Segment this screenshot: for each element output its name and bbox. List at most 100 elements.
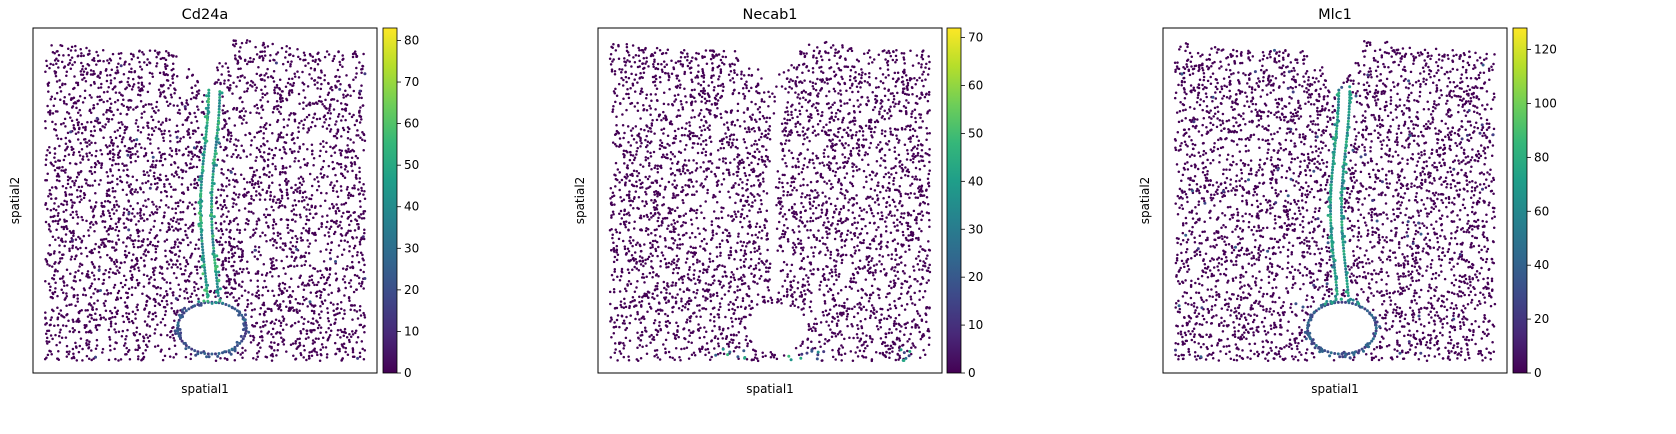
scatter-point (846, 298, 849, 301)
scatter-point (899, 194, 903, 198)
scatter-point (157, 127, 161, 131)
scatter-point (351, 169, 354, 173)
scatter-point (100, 204, 103, 207)
scatter-point (193, 247, 197, 251)
scatter-point (646, 310, 649, 313)
scatter-point (232, 106, 236, 110)
scatter-point (69, 213, 72, 217)
scatter-point (351, 350, 355, 354)
scatter-point (255, 146, 259, 150)
scatter-point (128, 138, 132, 141)
scatter-point (72, 126, 76, 130)
scatter-point (160, 221, 164, 225)
scatter-point (759, 210, 762, 214)
scatter-point (103, 126, 106, 129)
scatter-point (200, 133, 204, 136)
scatter-point (288, 300, 292, 303)
scatter-point (315, 351, 318, 354)
scatter-point (251, 175, 255, 179)
scatter-point (193, 207, 196, 210)
scatter-point (266, 165, 270, 168)
scatter-point (217, 188, 220, 192)
scatter-point (149, 240, 152, 244)
scatter-point (72, 87, 75, 91)
scatter-point (58, 331, 62, 334)
scatter-point (227, 70, 230, 73)
scatter-point (161, 317, 165, 321)
scatter-point (85, 179, 88, 182)
scatter-point (233, 278, 236, 281)
scatter-point (225, 286, 228, 290)
scatter-point (169, 330, 172, 334)
scatter-point (362, 193, 365, 196)
scatter-point (349, 229, 352, 233)
scatter-point (258, 312, 262, 316)
scatter-point (186, 130, 189, 133)
scatter-point (758, 106, 762, 109)
scatter-point (756, 68, 760, 71)
scatter-point (57, 166, 60, 170)
scatter-point (129, 234, 132, 237)
scatter-point (268, 198, 272, 201)
scatter-point (236, 228, 239, 232)
scatter-point (52, 273, 56, 277)
scatter-point (182, 256, 186, 259)
scatter-point (76, 111, 80, 115)
scatter-point (72, 231, 75, 235)
scatter-point (327, 275, 331, 279)
scatter-point (132, 108, 135, 111)
scatter-point (167, 206, 170, 209)
scatter-point (271, 42, 274, 46)
scatter-point (320, 225, 323, 229)
scatter-point (268, 171, 271, 174)
scatter-point (757, 158, 761, 161)
scatter-point (330, 98, 333, 101)
scatter-point (335, 136, 339, 140)
scatter-point (71, 246, 74, 250)
scatter-point (166, 333, 169, 337)
scatter-point (851, 162, 854, 165)
scatter-point (116, 145, 119, 148)
scatter-point (172, 73, 176, 76)
scatter-point (333, 313, 336, 317)
scatter-point (287, 179, 290, 183)
scatter-point (81, 101, 85, 104)
scatter-point-expressing (193, 349, 197, 353)
scatter-point (105, 108, 109, 112)
scatter-point (249, 341, 253, 344)
scatter-point (917, 160, 921, 163)
scatter-point (273, 238, 277, 242)
scatter-point (237, 283, 241, 286)
scatter-point (739, 215, 743, 219)
scatter-point (250, 166, 254, 170)
scatter-point (727, 256, 731, 260)
scatter-point (362, 258, 365, 262)
scatter-point (80, 198, 83, 201)
scatter-point (215, 66, 219, 69)
scatter-point (748, 173, 751, 177)
scatter-point (742, 74, 746, 77)
colorbar-gradient (383, 28, 397, 373)
scatter-point (727, 308, 731, 312)
scatter-point (913, 303, 917, 306)
scatter-point (753, 150, 757, 154)
scatter-point (302, 180, 305, 183)
scatter-point (296, 136, 299, 140)
scatter-point (126, 328, 129, 332)
scatter-point (710, 170, 713, 174)
scatter-point (303, 163, 307, 167)
scatter-point (54, 281, 57, 285)
scatter-point (159, 199, 163, 202)
scatter-point (707, 84, 710, 87)
scatter-point (60, 169, 63, 172)
scatter-point-expressing (233, 307, 237, 311)
scatter-point (202, 94, 206, 97)
scatter-point (312, 309, 316, 313)
scatter-point (277, 104, 280, 107)
scatter-point (122, 320, 126, 324)
scatter-point (117, 330, 121, 333)
scatter-point-expressing (192, 146, 196, 150)
scatter-point (217, 229, 220, 232)
scatter-point (238, 228, 242, 232)
scatter-point (187, 154, 190, 157)
